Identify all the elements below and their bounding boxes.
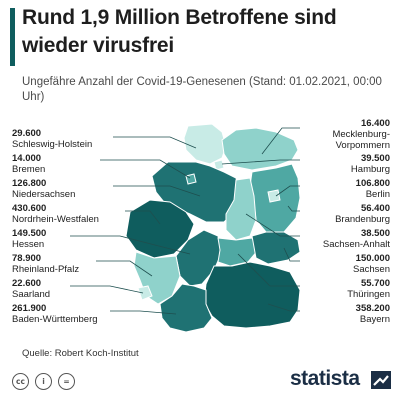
label-name: Sachsen-Anhalt bbox=[322, 239, 390, 250]
statista-logo-icon[interactable] bbox=[371, 371, 391, 389]
label-name: Bremen bbox=[12, 164, 46, 175]
label-value: 126.800 bbox=[12, 178, 47, 189]
state-schleswig-holstein bbox=[183, 123, 227, 165]
label-value: 56.400 bbox=[360, 203, 390, 214]
label-value: 106.800 bbox=[355, 178, 390, 189]
label-value: 430.600 bbox=[12, 203, 47, 214]
leader-lines bbox=[70, 127, 300, 315]
label-sachsen: 150.000 Sachsen bbox=[353, 253, 390, 275]
state-hamburg bbox=[213, 159, 225, 171]
license-icons: cc i = bbox=[12, 373, 75, 390]
label-niedersachsen: 126.800 Niedersachsen bbox=[12, 178, 75, 200]
source-note: Quelle: Robert Koch-Institut bbox=[22, 348, 139, 359]
label-name: Schleswig-Holstein bbox=[12, 139, 93, 150]
label-name: Saarland bbox=[12, 289, 51, 300]
page-subtitle: Ungefähre Anzahl der Covid-19-Genesenen … bbox=[22, 76, 382, 103]
label-schleswig-holstein: 29.600 Schleswig-Holstein bbox=[12, 128, 92, 150]
state-baden-wuerttemberg bbox=[159, 283, 213, 333]
label-bayern: 358.200 Bayern bbox=[356, 303, 390, 325]
label-name: Niedersachsen bbox=[12, 189, 76, 200]
label-value: 22.600 bbox=[12, 278, 42, 289]
label-name-line1: Mecklenburg- bbox=[332, 129, 390, 140]
label-value: 78.900 bbox=[12, 253, 42, 264]
label-baden-wuerttemberg: 261.900 Baden-Württemberg bbox=[12, 303, 98, 325]
label-value: 38.500 bbox=[360, 228, 390, 239]
label-name: Brandenburg bbox=[335, 214, 390, 225]
label-value: 29.600 bbox=[12, 128, 42, 139]
label-name: Nordrhein-Westfalen bbox=[12, 214, 99, 225]
label-name: Rheinland-Pfalz bbox=[12, 264, 80, 275]
statista-logo-text[interactable]: statista bbox=[290, 367, 360, 390]
label-name: Baden-Württemberg bbox=[12, 314, 98, 325]
no-derivatives-icon[interactable]: = bbox=[58, 373, 75, 390]
label-name: Sachsen bbox=[353, 264, 390, 275]
label-hamburg: 39.500 Hamburg bbox=[351, 153, 390, 175]
state-berlin bbox=[267, 189, 281, 203]
label-name: Bayern bbox=[359, 314, 390, 325]
page-title: Rund 1,9 Million Betroffene sind wieder … bbox=[22, 6, 337, 57]
label-sachsen-anhalt: 38.500 Sachsen-Anhalt bbox=[323, 228, 390, 250]
label-name: Berlin bbox=[365, 189, 390, 200]
state-thueringen bbox=[217, 237, 259, 267]
label-value: 261.900 bbox=[12, 303, 47, 314]
state-bremen bbox=[185, 173, 197, 185]
label-name: Hamburg bbox=[350, 164, 390, 175]
label-value: 358.200 bbox=[355, 303, 390, 314]
label-thueringen: 55.700 Thüringen bbox=[347, 278, 390, 300]
state-sachsen-anhalt bbox=[225, 177, 257, 241]
label-rheinland-pfalz: 78.900 Rheinland-Pfalz bbox=[12, 253, 79, 275]
accent-bar bbox=[10, 8, 15, 66]
creative-commons-icon[interactable]: cc bbox=[12, 373, 29, 390]
label-value: 149.500 bbox=[12, 228, 47, 239]
label-value: 16.400 bbox=[360, 118, 390, 129]
label-hessen: 149.500 Hessen bbox=[12, 228, 46, 250]
label-value: 14.000 bbox=[12, 153, 42, 164]
label-berlin: 106.800 Berlin bbox=[356, 178, 390, 200]
label-mecklenburg-vorpommern: 16.400 Mecklenburg- Vorpommern bbox=[332, 118, 390, 151]
state-sachsen bbox=[251, 231, 301, 265]
label-name: Thüringen bbox=[347, 289, 390, 300]
state-saarland bbox=[137, 285, 153, 301]
label-name-line2: Vorpommern bbox=[335, 140, 390, 151]
label-nordrhein-westfalen: 430.600 Nordrhein-Westfalen bbox=[12, 203, 99, 225]
label-value: 150.000 bbox=[355, 253, 390, 264]
label-value: 39.500 bbox=[360, 153, 390, 164]
label-saarland: 22.600 Saarland bbox=[12, 278, 50, 300]
state-mecklenburg-vorpommern bbox=[221, 127, 299, 171]
attribution-icon[interactable]: i bbox=[35, 373, 52, 390]
state-bayern bbox=[203, 261, 301, 329]
label-name: Hessen bbox=[12, 239, 45, 250]
label-bremen: 14.000 Bremen bbox=[12, 153, 45, 175]
label-brandenburg: 56.400 Brandenburg bbox=[335, 203, 390, 225]
label-value: 55.700 bbox=[360, 278, 390, 289]
